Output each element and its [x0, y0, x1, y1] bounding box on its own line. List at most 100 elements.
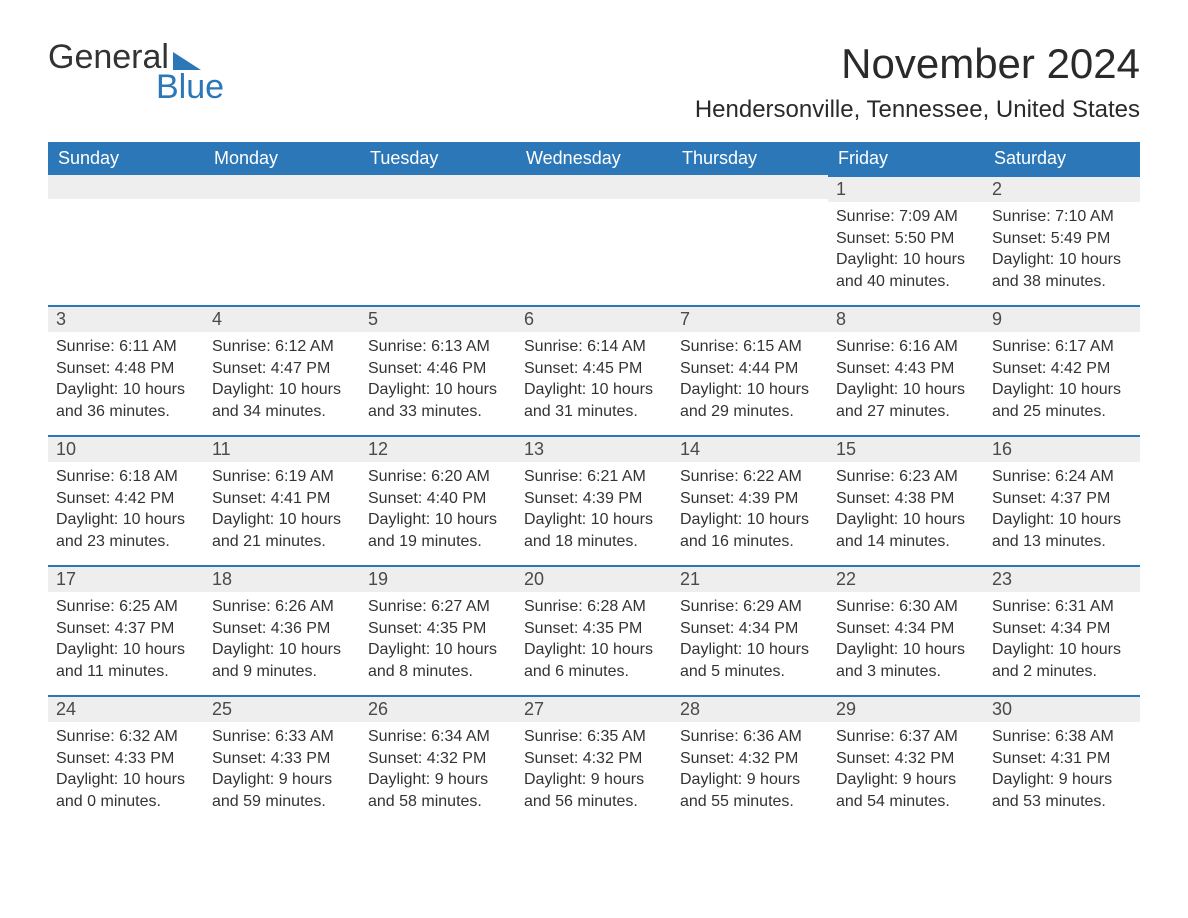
calendar-cell: 5Sunrise: 6:13 AMSunset: 4:46 PMDaylight…: [360, 305, 516, 435]
calendar-week: 1Sunrise: 7:09 AMSunset: 5:50 PMDaylight…: [48, 175, 1140, 305]
day-number: 21: [672, 565, 828, 592]
calendar-cell: 2 Sunrise: 7:10 AMSunset: 5:49 PMDaylight…: [984, 175, 1140, 305]
calendar-cell: 1Sunrise: 7:09 AMSunset: 5:50 PMDaylight…: [828, 175, 984, 305]
sunrise-text: Sunrise: 6:16 AM: [836, 336, 976, 358]
sunset-text: Sunset: 4:32 PM: [680, 748, 820, 770]
day-header: Tuesday: [360, 142, 516, 175]
day-number: 1: [828, 175, 984, 202]
sunrise-text: Sunrise: 7:10 AM: [992, 206, 1132, 228]
day-details: Sunrise: 6:35 AMSunset: 4:32 PMDaylight:…: [516, 722, 672, 820]
calendar-cell: 11Sunrise: 6:19 AMSunset: 4:41 PMDayligh…: [204, 435, 360, 565]
empty-day-bar: [516, 175, 672, 199]
brand-logo: General Blue: [48, 40, 224, 104]
day-number: 12: [360, 435, 516, 462]
sunset-text: Sunset: 4:33 PM: [212, 748, 352, 770]
calendar-week: 10Sunrise: 6:18 AMSunset: 4:42 PMDayligh…: [48, 435, 1140, 565]
day-number: 17: [48, 565, 204, 592]
day-header: Friday: [828, 142, 984, 175]
daylight-text: Daylight: 10 hours and 36 minutes.: [56, 379, 196, 422]
day-details: Sunrise: 6:34 AMSunset: 4:32 PMDaylight:…: [360, 722, 516, 820]
day-number: 9: [984, 305, 1140, 332]
day-details: Sunrise: 6:21 AMSunset: 4:39 PMDaylight:…: [516, 462, 672, 560]
day-number: 15: [828, 435, 984, 462]
empty-day-bar: [204, 175, 360, 199]
empty-day-bar: [360, 175, 516, 199]
calendar-cell: [360, 175, 516, 305]
sunrise-text: Sunrise: 6:33 AM: [212, 726, 352, 748]
sunset-text: Sunset: 4:40 PM: [368, 488, 508, 510]
daylight-text: Daylight: 9 hours and 56 minutes.: [524, 769, 664, 812]
day-header: Wednesday: [516, 142, 672, 175]
day-number: 8: [828, 305, 984, 332]
day-number: 24: [48, 695, 204, 722]
daylight-text: Daylight: 10 hours and 14 minutes.: [836, 509, 976, 552]
sunrise-text: Sunrise: 6:32 AM: [56, 726, 196, 748]
calendar-cell: 16Sunrise: 6:24 AMSunset: 4:37 PMDayligh…: [984, 435, 1140, 565]
day-number: 11: [204, 435, 360, 462]
sunrise-text: Sunrise: 6:11 AM: [56, 336, 196, 358]
calendar-cell: 3Sunrise: 6:11 AMSunset: 4:48 PMDaylight…: [48, 305, 204, 435]
day-header: Sunday: [48, 142, 204, 175]
empty-day-bar: [672, 175, 828, 199]
calendar-cell: [516, 175, 672, 305]
day-number: 2: [984, 175, 1140, 202]
sunset-text: Sunset: 4:41 PM: [212, 488, 352, 510]
empty-day-bar: [48, 175, 204, 199]
daylight-text: Daylight: 10 hours and 34 minutes.: [212, 379, 352, 422]
calendar-cell: 15Sunrise: 6:23 AMSunset: 4:38 PMDayligh…: [828, 435, 984, 565]
calendar-cell: 18Sunrise: 6:26 AMSunset: 4:36 PMDayligh…: [204, 565, 360, 695]
calendar-cell: 7Sunrise: 6:15 AMSunset: 4:44 PMDaylight…: [672, 305, 828, 435]
calendar-cell: 25Sunrise: 6:33 AMSunset: 4:33 PMDayligh…: [204, 695, 360, 825]
day-details: Sunrise: 6:14 AMSunset: 4:45 PMDaylight:…: [516, 332, 672, 430]
day-header: Thursday: [672, 142, 828, 175]
sunset-text: Sunset: 4:35 PM: [368, 618, 508, 640]
daylight-text: Daylight: 10 hours and 23 minutes.: [56, 509, 196, 552]
day-number: 5: [360, 305, 516, 332]
daylight-text: Daylight: 10 hours and 38 minutes.: [992, 249, 1132, 292]
day-details: Sunrise: 6:38 AMSunset: 4:31 PMDaylight:…: [984, 722, 1140, 820]
day-details: Sunrise: 6:37 AMSunset: 4:32 PMDaylight:…: [828, 722, 984, 820]
day-details: Sunrise: 7:09 AMSunset: 5:50 PMDaylight:…: [828, 202, 984, 300]
calendar-cell: [48, 175, 204, 305]
sunset-text: Sunset: 4:47 PM: [212, 358, 352, 380]
day-number: 4: [204, 305, 360, 332]
calendar-cell: 20Sunrise: 6:28 AMSunset: 4:35 PMDayligh…: [516, 565, 672, 695]
sunset-text: Sunset: 4:37 PM: [56, 618, 196, 640]
sunrise-text: Sunrise: 6:21 AM: [524, 466, 664, 488]
calendar-cell: 28Sunrise: 6:36 AMSunset: 4:32 PMDayligh…: [672, 695, 828, 825]
daylight-text: Daylight: 10 hours and 21 minutes.: [212, 509, 352, 552]
location-text: Hendersonville, Tennessee, United States: [695, 96, 1140, 124]
sunrise-text: Sunrise: 6:20 AM: [368, 466, 508, 488]
calendar-cell: 24Sunrise: 6:32 AMSunset: 4:33 PMDayligh…: [48, 695, 204, 825]
calendar-cell: [204, 175, 360, 305]
sunrise-text: Sunrise: 6:25 AM: [56, 596, 196, 618]
day-number: 28: [672, 695, 828, 722]
day-number: 10: [48, 435, 204, 462]
sunset-text: Sunset: 4:34 PM: [992, 618, 1132, 640]
sunset-text: Sunset: 4:36 PM: [212, 618, 352, 640]
sunrise-text: Sunrise: 6:15 AM: [680, 336, 820, 358]
calendar-cell: 29Sunrise: 6:37 AMSunset: 4:32 PMDayligh…: [828, 695, 984, 825]
daylight-text: Daylight: 10 hours and 31 minutes.: [524, 379, 664, 422]
sunset-text: Sunset: 4:42 PM: [56, 488, 196, 510]
calendar-cell: 21Sunrise: 6:29 AMSunset: 4:34 PMDayligh…: [672, 565, 828, 695]
sunset-text: Sunset: 4:32 PM: [368, 748, 508, 770]
day-details: Sunrise: 6:33 AMSunset: 4:33 PMDaylight:…: [204, 722, 360, 820]
calendar-cell: 14Sunrise: 6:22 AMSunset: 4:39 PMDayligh…: [672, 435, 828, 565]
sunrise-text: Sunrise: 6:34 AM: [368, 726, 508, 748]
day-number: 3: [48, 305, 204, 332]
sunset-text: Sunset: 4:44 PM: [680, 358, 820, 380]
daylight-text: Daylight: 9 hours and 58 minutes.: [368, 769, 508, 812]
day-number: 16: [984, 435, 1140, 462]
sunset-text: Sunset: 5:49 PM: [992, 228, 1132, 250]
sunset-text: Sunset: 4:34 PM: [836, 618, 976, 640]
title-block: November 2024 Hendersonville, Tennessee,…: [695, 40, 1140, 124]
daylight-text: Daylight: 10 hours and 29 minutes.: [680, 379, 820, 422]
day-number: 20: [516, 565, 672, 592]
sunset-text: Sunset: 4:35 PM: [524, 618, 664, 640]
sunset-text: Sunset: 4:43 PM: [836, 358, 976, 380]
day-details: Sunrise: 6:26 AMSunset: 4:36 PMDaylight:…: [204, 592, 360, 690]
day-details: Sunrise: 6:31 AMSunset: 4:34 PMDaylight:…: [984, 592, 1140, 690]
brand-word1: General: [48, 40, 169, 74]
day-details: Sunrise: 6:32 AMSunset: 4:33 PMDaylight:…: [48, 722, 204, 820]
